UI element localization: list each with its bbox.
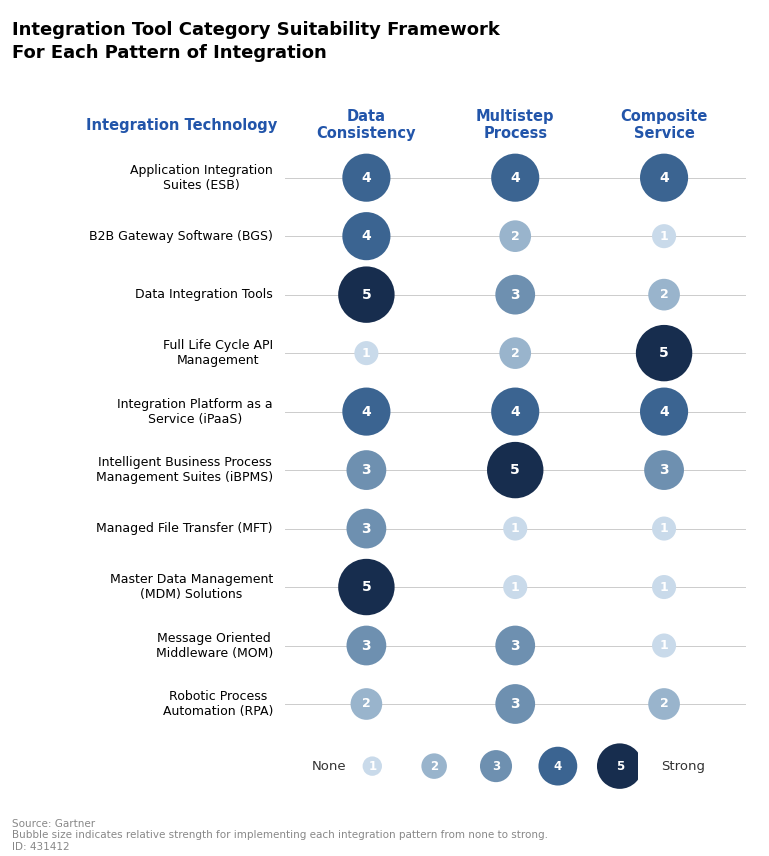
Text: 5: 5 (616, 759, 624, 773)
Text: 4: 4 (511, 170, 520, 185)
Point (509, 229, 521, 243)
Point (360, 229, 372, 243)
Point (658, 288, 671, 301)
Point (509, 697, 521, 710)
Text: 5: 5 (361, 580, 371, 594)
Point (360, 639, 372, 652)
Text: 4: 4 (361, 405, 371, 419)
Text: 5: 5 (659, 346, 669, 360)
Text: Full Life Cycle API
Management: Full Life Cycle API Management (163, 339, 273, 367)
Point (428, 759, 441, 773)
Point (360, 405, 372, 419)
Point (360, 171, 372, 185)
Text: Data
Consistency: Data Consistency (317, 109, 416, 141)
Point (509, 580, 521, 594)
Point (658, 521, 671, 535)
Point (614, 759, 626, 773)
Text: 2: 2 (511, 229, 520, 242)
Text: 3: 3 (511, 288, 520, 301)
Text: 1: 1 (660, 580, 668, 593)
Text: 3: 3 (511, 697, 520, 711)
Text: 3: 3 (492, 759, 500, 773)
Text: Managed File Transfer (MFT): Managed File Transfer (MFT) (96, 522, 273, 535)
Point (509, 463, 521, 477)
Text: Composite
Service: Composite Service (621, 109, 707, 141)
Text: Application Integration
Suites (ESB): Application Integration Suites (ESB) (130, 163, 273, 192)
Text: Robotic Process
Automation (RPA): Robotic Process Automation (RPA) (162, 690, 273, 718)
Text: 2: 2 (430, 759, 438, 773)
Text: 2: 2 (660, 698, 668, 710)
Point (509, 347, 521, 360)
Text: 5: 5 (361, 288, 371, 301)
Text: Source: Gartner
Bubble size indicates relative strength for implementing each in: Source: Gartner Bubble size indicates re… (12, 818, 548, 852)
Point (360, 697, 372, 710)
Text: Master Data Management
(MDM) Solutions: Master Data Management (MDM) Solutions (110, 573, 273, 601)
Text: 3: 3 (361, 521, 371, 536)
Point (509, 288, 521, 301)
Text: 4: 4 (659, 170, 669, 185)
Text: 1: 1 (368, 759, 376, 773)
Point (658, 171, 671, 185)
Text: 2: 2 (660, 288, 668, 301)
Text: 1: 1 (511, 580, 520, 593)
Text: Intelligent Business Process
Management Suites (iBPMS): Intelligent Business Process Management … (96, 456, 273, 484)
Point (366, 759, 378, 773)
Point (360, 580, 372, 594)
Text: Multistep
Process: Multistep Process (476, 109, 554, 141)
Text: 4: 4 (361, 170, 371, 185)
Text: 3: 3 (659, 463, 669, 477)
Text: 1: 1 (511, 522, 520, 535)
Point (551, 759, 564, 773)
Point (658, 697, 671, 710)
Text: Integration Technology: Integration Technology (85, 117, 277, 133)
Text: 3: 3 (511, 639, 520, 652)
Point (658, 580, 671, 594)
Text: Integration Platform as a
Service (iPaaS): Integration Platform as a Service (iPaaS… (118, 397, 273, 425)
Text: 2: 2 (511, 347, 520, 360)
Text: 1: 1 (660, 229, 668, 242)
Text: 5: 5 (511, 463, 520, 477)
Text: 4: 4 (554, 759, 562, 773)
Point (658, 347, 671, 360)
Text: 3: 3 (361, 463, 371, 477)
Text: 1: 1 (362, 347, 371, 360)
Text: 2: 2 (362, 698, 371, 710)
Text: Integration Tool Category Suitability Framework
For Each Pattern of Integration: Integration Tool Category Suitability Fr… (12, 21, 499, 62)
Point (360, 463, 372, 477)
Point (658, 405, 671, 419)
Text: 1: 1 (660, 522, 668, 535)
Text: 3: 3 (361, 639, 371, 652)
Text: None: None (311, 759, 346, 773)
Point (360, 288, 372, 301)
Text: B2B Gateway Software (BGS): B2B Gateway Software (BGS) (89, 229, 273, 242)
Point (509, 521, 521, 535)
Point (360, 521, 372, 535)
Point (509, 171, 521, 185)
Text: Strong: Strong (661, 759, 705, 773)
Point (509, 405, 521, 419)
Point (490, 759, 502, 773)
Point (360, 347, 372, 360)
Point (509, 639, 521, 652)
Text: 4: 4 (511, 405, 520, 419)
Text: 4: 4 (659, 405, 669, 419)
Point (658, 639, 671, 652)
Text: 4: 4 (361, 229, 371, 243)
Point (658, 229, 671, 243)
Text: 1: 1 (660, 639, 668, 652)
Point (658, 463, 671, 477)
Text: Message Oriented
Middleware (MOM): Message Oriented Middleware (MOM) (156, 632, 273, 659)
Text: Data Integration Tools: Data Integration Tools (135, 288, 273, 301)
